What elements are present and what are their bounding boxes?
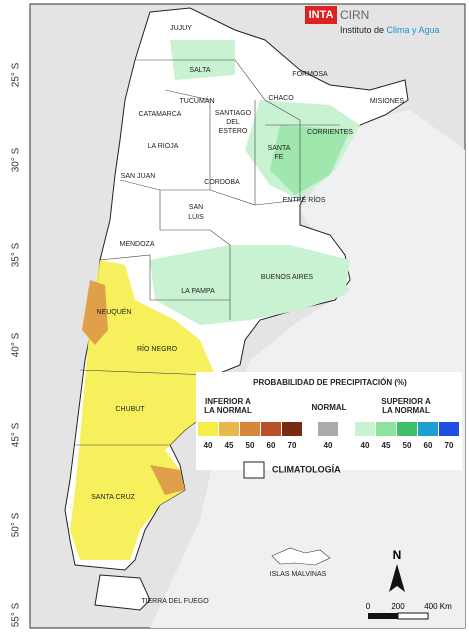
scale-bar: 0 200 400 Km <box>366 602 452 620</box>
logo-box <box>305 6 337 24</box>
province-label: SALTA <box>189 67 210 74</box>
subtitle-highlight: Clima y Agua <box>387 25 440 35</box>
province-borders <box>75 59 340 446</box>
legend-swatch <box>282 422 302 436</box>
wet-area <box>150 245 350 325</box>
legend-heading: LA NORMAL <box>382 406 430 415</box>
province-label: LA PAMPA <box>181 288 215 295</box>
province-label: CATAMARCA <box>139 111 182 118</box>
scale-label: 400 Km <box>424 602 452 611</box>
subtitle-prefix: Instituto de <box>340 25 387 35</box>
scale-segment <box>397 612 429 620</box>
province-label: TUCUMÁN <box>180 96 215 105</box>
province-label: MENDOZA <box>120 241 155 248</box>
latitude-label: 30° S <box>11 147 22 172</box>
latitude-label: 55° S <box>11 602 22 627</box>
climatology-label: CLIMATOLOGÍA <box>272 464 341 474</box>
province-label: CHACO <box>268 95 294 102</box>
north-arrow-shape <box>389 564 405 592</box>
legend-value: 40 <box>324 441 333 450</box>
province-label: SANTA CRUZ <box>91 494 136 501</box>
legend-value: 70 <box>288 441 297 450</box>
legend-value: 45 <box>225 441 234 450</box>
province-label: CHUBUT <box>115 406 145 413</box>
legend-swatch <box>198 422 218 436</box>
legend-swatch <box>376 422 396 436</box>
dry-core <box>150 465 185 495</box>
legend-value: 40 <box>204 441 213 450</box>
north-arrow: N <box>389 548 405 592</box>
province-label: BUENOS AIRES <box>261 274 313 281</box>
legend-swatch <box>418 422 438 436</box>
tierra-del-fuego <box>94 574 151 611</box>
dry-core <box>82 280 108 345</box>
province-label: LUIS <box>188 214 204 221</box>
legend-value: 50 <box>403 441 412 450</box>
province-label: ISLAS MALVINAS <box>270 571 327 578</box>
province-label: FORMOSA <box>292 71 328 78</box>
legend-swatch <box>439 422 459 436</box>
province-label: TIERRA DEL FUEGO <box>141 598 209 605</box>
subtitle: Instituto de Clima y Agua <box>340 25 440 35</box>
latitude-label: 25° S <box>11 62 22 87</box>
legend-value: 60 <box>424 441 433 450</box>
legend-swatch <box>261 422 281 436</box>
latitude-labels: 25° S 30° S 35° S 40° S 45° S 50° S 55° S <box>11 62 22 627</box>
latitude-label: 45° S <box>11 422 22 447</box>
legend-value: 45 <box>382 441 391 450</box>
climatology-swatch <box>243 461 265 479</box>
scale-label: 0 <box>366 602 371 611</box>
legend-value: 40 <box>361 441 370 450</box>
legend-heading: INFERIOR A <box>205 397 251 406</box>
legend-title: PROBABILIDAD DE PRECIPITACIÓN (%) <box>253 378 407 387</box>
malvinas <box>271 547 331 566</box>
legend-swatch <box>219 422 239 436</box>
latitude-label: 50° S <box>11 512 22 537</box>
legend-value: 70 <box>445 441 454 450</box>
province-label: CÓRDOBA <box>204 177 240 186</box>
wet-core <box>270 125 350 195</box>
legend-heading: LA NORMAL <box>204 406 252 415</box>
org: CIRN <box>340 8 369 22</box>
legend-swatch <box>240 422 260 436</box>
logo-text: INTA <box>309 9 334 21</box>
province-label: SAN JUAN <box>121 173 156 180</box>
legend-swatch <box>318 422 338 436</box>
province-label: SAN <box>189 204 203 211</box>
province-label: SANTIAGO <box>215 110 252 117</box>
legend-swatch <box>355 422 375 436</box>
latitude-label: 35° S <box>11 242 22 267</box>
logo: INTA CIRN Instituto de Clima y Agua <box>305 6 440 35</box>
province-label: CORRIENTES <box>307 129 353 136</box>
legend-box <box>196 372 462 470</box>
scale-segment <box>368 613 398 619</box>
legend-swatch <box>397 422 417 436</box>
province-label: FE <box>275 154 284 161</box>
province-label: ENTRE RÍOS <box>283 195 326 204</box>
legend-value: 60 <box>267 441 276 450</box>
latitude-label: 40° S <box>11 332 22 357</box>
province-label: DEL <box>226 119 240 126</box>
legend: PROBABILIDAD DE PRECIPITACIÓN (%) INFERI… <box>196 372 462 479</box>
scale-label: 200 <box>391 602 405 611</box>
legend-value: 50 <box>246 441 255 450</box>
province-label: ESTERO <box>219 128 248 135</box>
ocean <box>150 110 465 628</box>
province-label: LA RIOJA <box>148 143 179 150</box>
province-labels: JUJUY SALTA FORMOSA TUCUMÁN CHACO MISION… <box>91 25 404 605</box>
province-label: JUJUY <box>170 25 192 32</box>
province-label: NEUQUÉN <box>96 307 131 316</box>
province-label: SANTA <box>268 145 291 152</box>
province-label: RÍO NEGRO <box>137 344 178 353</box>
legend-swatches: 40 45 50 60 70 40 40 45 50 60 70 <box>198 422 459 450</box>
legend-heading: SUPERIOR A <box>381 397 431 406</box>
province-label: MISIONES <box>370 98 405 105</box>
legend-heading: NORMAL <box>311 403 346 412</box>
north-label: N <box>393 548 402 562</box>
